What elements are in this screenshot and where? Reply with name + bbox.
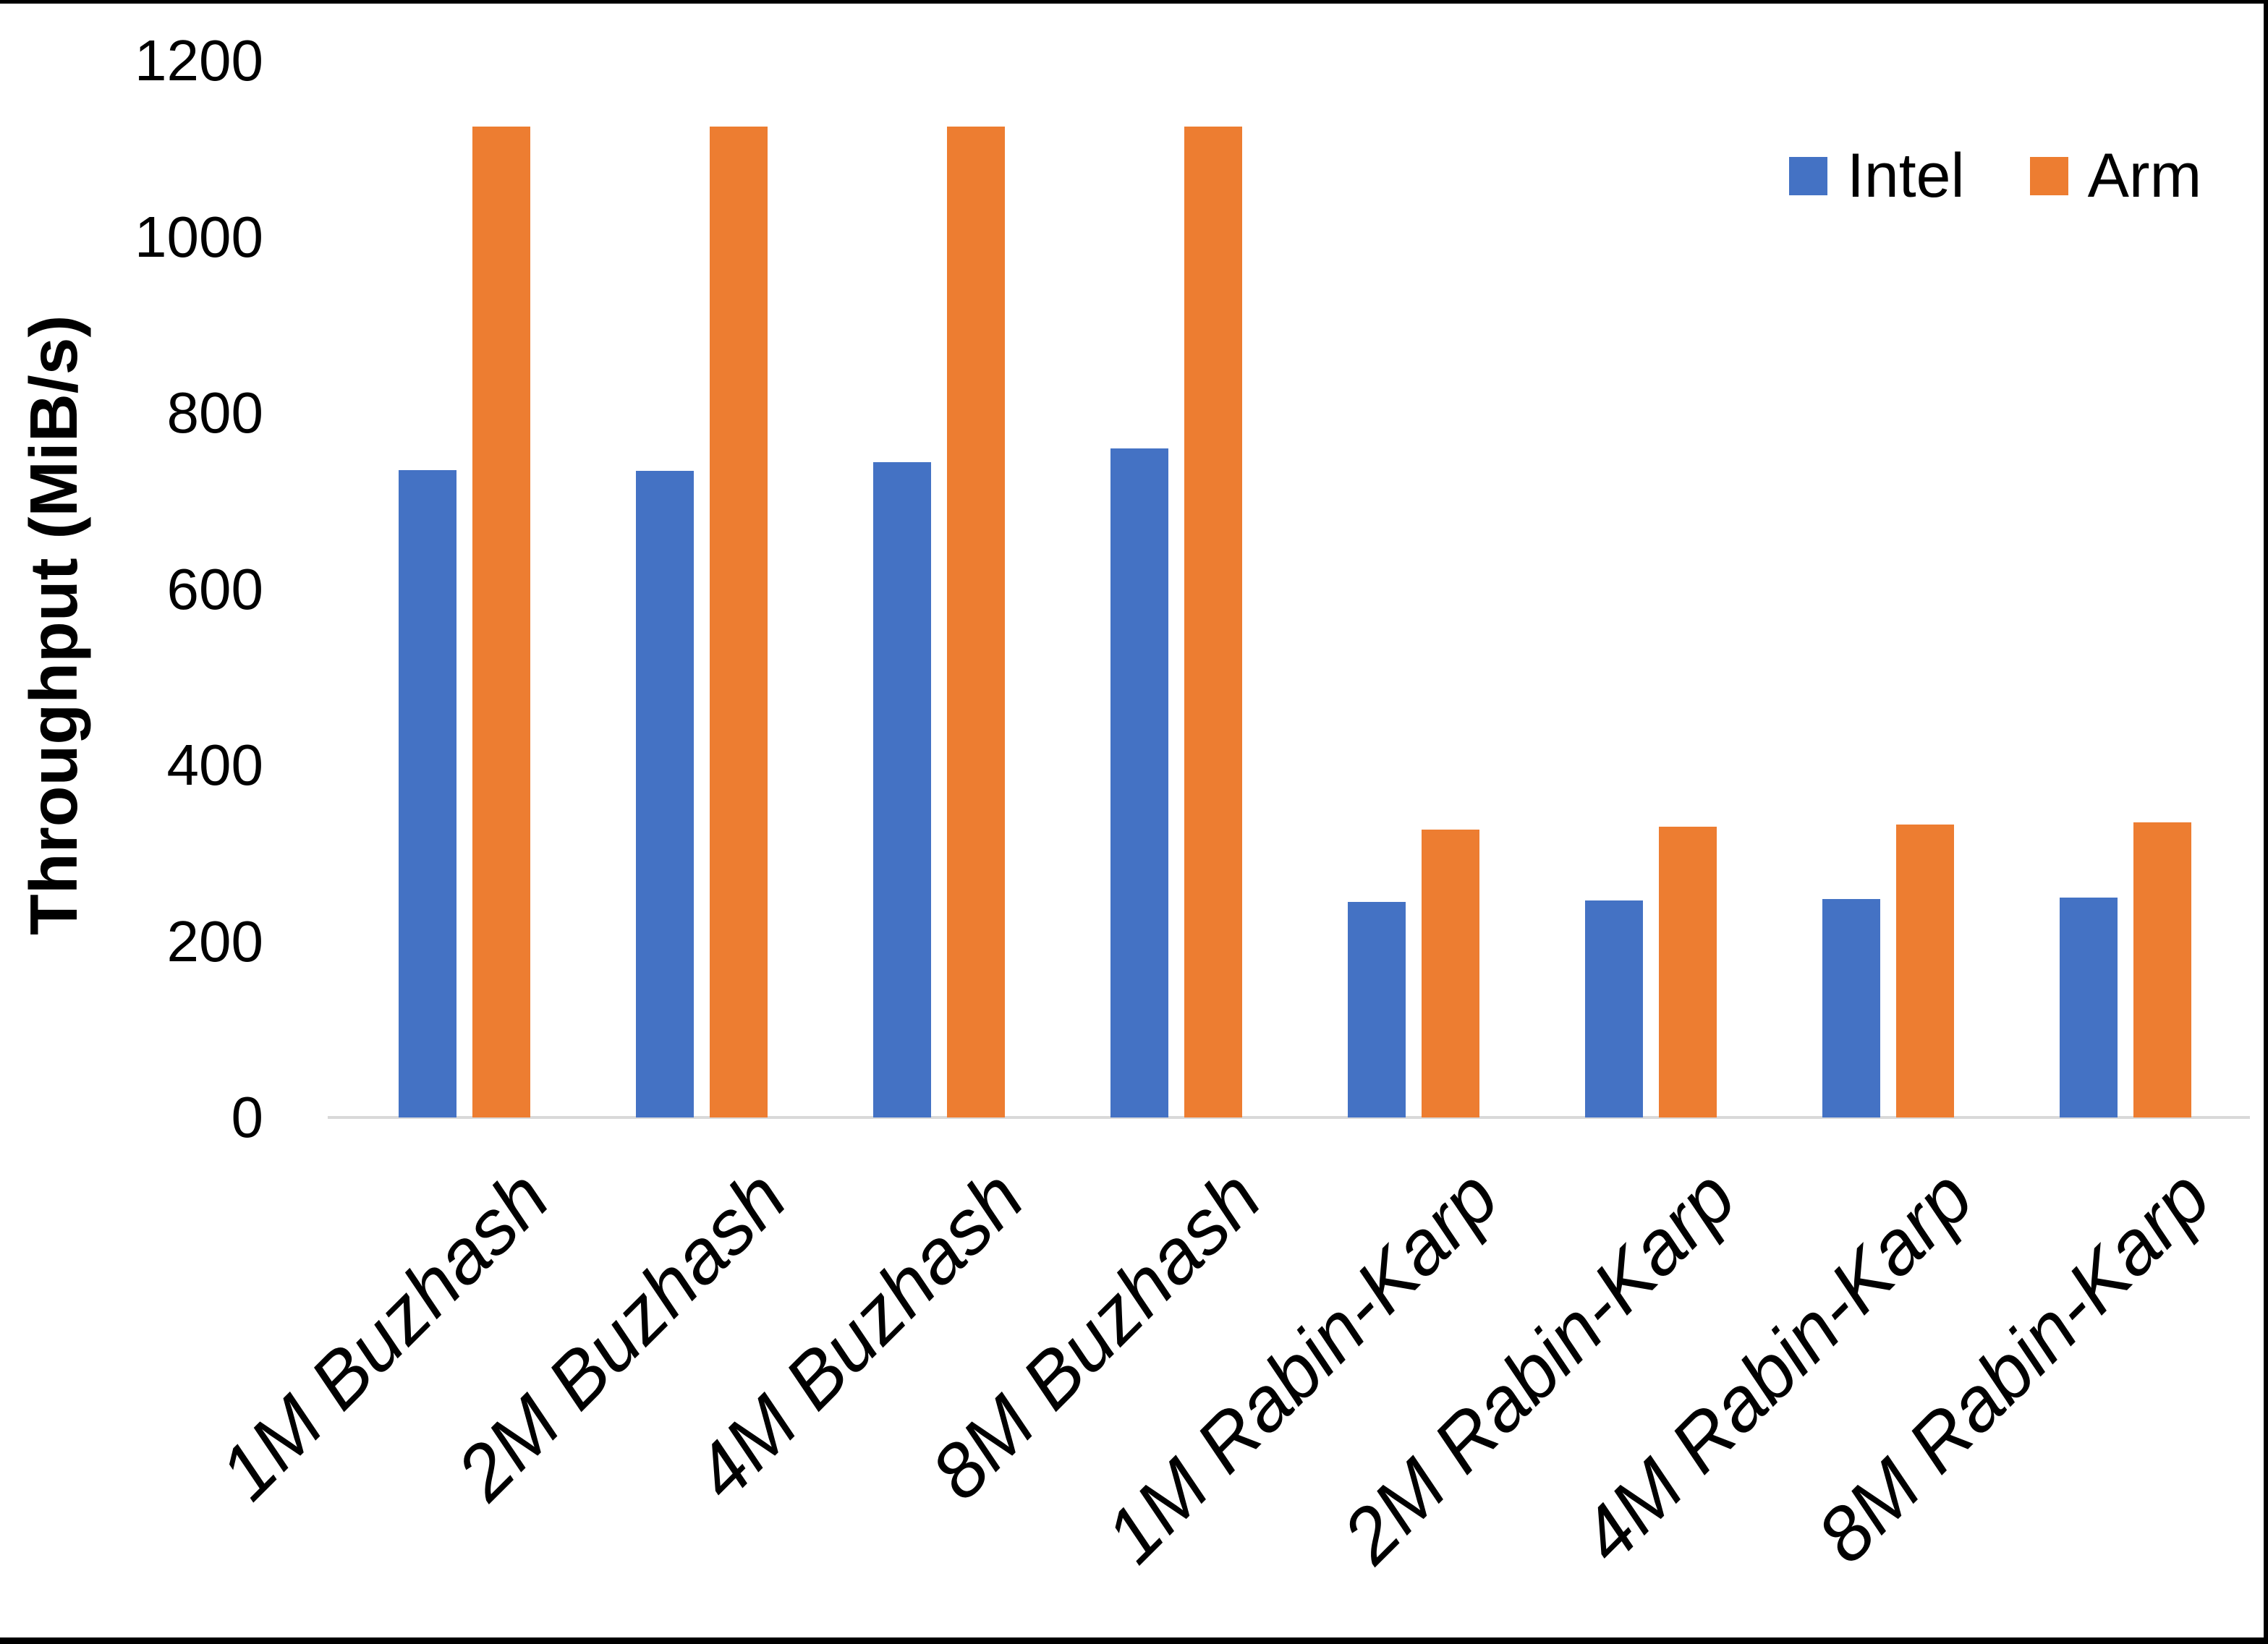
legend: Intel Arm (1789, 145, 2201, 207)
bar-intel (636, 471, 694, 1117)
legend-item-intel: Intel (1789, 145, 1965, 207)
y-tick-label: 800 (166, 380, 263, 445)
legend-marker-intel (1789, 156, 1827, 195)
y-axis-title: Throughput (MiB/s) (16, 315, 91, 935)
bar-intel (2060, 898, 2118, 1117)
bar-intel (399, 470, 456, 1117)
bar-group (346, 61, 583, 1117)
legend-item-arm: Arm (2029, 141, 2202, 210)
bar-group (1295, 61, 1532, 1117)
y-tick-label: 400 (166, 733, 263, 797)
bar-group (583, 61, 820, 1117)
bar-group (1532, 61, 1770, 1117)
bar-intel (1348, 902, 1406, 1117)
bar-arm (947, 127, 1005, 1117)
legend-label: Intel (1847, 141, 1965, 210)
bar-arm (1659, 827, 1717, 1117)
y-tick-label: 1000 (135, 204, 263, 269)
bar-arm (1896, 825, 1954, 1117)
bar-intel (1822, 899, 1880, 1117)
y-tick-label: 600 (166, 556, 263, 621)
y-tick-label: 200 (166, 908, 263, 974)
legend-marker-arm (2029, 156, 2068, 195)
bar-intel (1585, 900, 1643, 1117)
bar-group (2007, 61, 2244, 1117)
bar-arm (2133, 822, 2191, 1117)
bar-intel (1110, 448, 1168, 1117)
legend-label: Arm (2087, 141, 2202, 210)
bar-intel (873, 462, 931, 1117)
bar-group (820, 61, 1058, 1117)
bar-arm (710, 127, 768, 1117)
x-axis-line (328, 1116, 2250, 1119)
bar-arm (472, 127, 530, 1117)
bar-group (1058, 61, 1295, 1117)
bar-arm (1422, 830, 1479, 1117)
y-tick-label: 0 (231, 1085, 264, 1149)
y-tick-label: 1200 (135, 28, 263, 93)
bar-group (1770, 61, 2007, 1117)
bar-arm (1184, 127, 1242, 1117)
